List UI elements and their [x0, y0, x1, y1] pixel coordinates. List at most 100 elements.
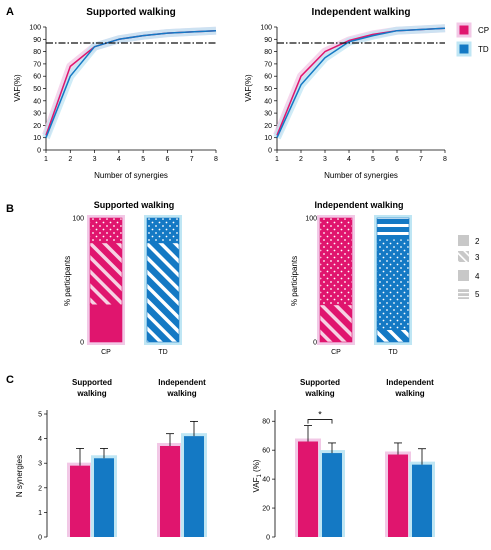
y-tick-label: 70 [33, 61, 41, 68]
y-tick-label: 4 [38, 436, 42, 443]
legend-swatch-td [456, 41, 472, 57]
bar-segment-cp-3 [319, 304, 353, 343]
x-tick-label: 1 [44, 156, 48, 163]
y-tick-label: 20 [33, 123, 41, 130]
y-axis-label-suffix: (%) [252, 459, 261, 474]
y-tick-label: 60 [33, 74, 41, 81]
y-axis-label: VAF(%) [13, 74, 22, 102]
bar-plot: 0 1 2 3 4 5 Supported walking Independent walking [38, 378, 207, 542]
legend-swatch-5 [458, 288, 469, 299]
y-tick-label: 100 [29, 25, 41, 32]
y-tick-label: 100 [72, 216, 84, 223]
panel-a-supported-chart: Supported walking VAF(%) Number of syner… [13, 7, 218, 180]
bar-segment-cp-4 [89, 217, 123, 244]
chart-title: Independent walking [314, 200, 403, 210]
panel-a-independent-chart: Independent walking VAF(%) Number of syn… [244, 7, 447, 180]
group-label: Supported [72, 378, 112, 387]
legend-label-td: TD [478, 45, 489, 54]
plot-area: 0 10 20 30 40 50 60 70 80 90 100 1 2 3 4 5 6 7 8 [260, 24, 447, 163]
y-tick-label: 50 [33, 86, 41, 93]
x-tick-label: 2 [299, 156, 303, 163]
y-tick-label: 20 [264, 123, 272, 130]
y-tick-label: 10 [33, 135, 41, 142]
y-tick-label: 50 [264, 86, 272, 93]
x-tick-label: 3 [323, 156, 327, 163]
y-tick-label: 0 [266, 535, 270, 542]
series-band-td [42, 26, 217, 140]
chart-title: Independent walking [312, 7, 411, 18]
bar-cp [70, 465, 90, 537]
bar-segment-td-5 [376, 217, 410, 240]
y-tick-label: 90 [33, 37, 41, 44]
x-tick-label: CP [331, 349, 341, 356]
series-line-td [45, 29, 217, 138]
y-tick-label: 0 [38, 535, 42, 542]
group-label: walking [166, 389, 196, 398]
x-tick-label: 6 [395, 156, 399, 163]
panel-c-vaf1-chart: VAF1 (%) 0 20 40 60 80 Supported walking Indepe… [252, 378, 435, 542]
group-label: Supported [300, 378, 340, 387]
legend-label-3: 3 [475, 253, 480, 262]
y-axis-label-sub: 1 [257, 474, 263, 478]
y-tick-label: 0 [268, 148, 272, 155]
panel-b-independent-chart: Independent walking % participants 0 100 C… [290, 200, 412, 356]
series-line-td [276, 27, 446, 139]
bar-segment-td-3 [146, 242, 180, 343]
y-tick-label: 60 [264, 74, 272, 81]
y-tick-label: 20 [262, 506, 270, 513]
legend-label-5: 5 [475, 290, 480, 299]
x-tick-label: 2 [68, 156, 72, 163]
legend-swatch-2 [458, 235, 469, 246]
y-tick-label: 30 [264, 111, 272, 118]
y-axis-label: % participants [63, 256, 72, 306]
y-tick-label: 40 [262, 477, 270, 484]
x-axis-label: Number of synergies [324, 171, 398, 180]
x-tick-label: 7 [419, 156, 423, 163]
y-axis-label: % participants [290, 256, 299, 306]
panel-label-c: C [6, 374, 14, 386]
x-tick-label: 6 [165, 156, 169, 163]
legend-label-4: 4 [475, 272, 480, 281]
y-axis-label: N synergies [15, 455, 24, 497]
y-tick-label: 3 [38, 461, 42, 468]
legend-label-cp: CP [478, 26, 489, 35]
chart-title: Supported walking [86, 7, 175, 18]
y-tick-label: 30 [33, 111, 41, 118]
y-tick-label: 0 [37, 148, 41, 155]
x-tick-label: 7 [190, 156, 194, 163]
x-tick-label: 5 [371, 156, 375, 163]
x-tick-label: 4 [347, 156, 351, 163]
bar-segment-cp-2 [89, 304, 123, 343]
y-tick-label: 0 [80, 340, 84, 347]
group-label: Independent [386, 378, 434, 387]
legend-synergy-count: 2 3 4 5 [458, 235, 480, 299]
y-tick-label: 80 [264, 49, 272, 56]
y-tick-label: 40 [264, 98, 272, 105]
plot-area: 0 10 20 30 40 50 60 70 80 90 100 1 2 3 4 5 6 7 8 [29, 25, 218, 164]
y-tick-label: 5 [38, 412, 42, 419]
y-tick-label: 100 [260, 25, 272, 32]
y-tick-label: 70 [264, 61, 272, 68]
x-tick-label: TD [388, 349, 397, 356]
y-axis-label: VAF1 (%) [252, 459, 263, 492]
y-tick-label: 10 [264, 135, 272, 142]
panel-b-supported-chart: Supported walking % participants 0 100 CP T… [63, 200, 182, 356]
x-tick-label: TD [158, 349, 167, 356]
x-tick-label: 8 [214, 156, 218, 163]
y-tick-label: 90 [264, 37, 272, 44]
x-tick-label: CP [101, 349, 111, 356]
group-label: Independent [158, 378, 206, 387]
x-tick-label: 1 [275, 156, 279, 163]
y-tick-label: 2 [38, 485, 42, 492]
legend-swatch-3 [458, 251, 469, 262]
chart-title: Supported walking [94, 200, 175, 210]
x-tick-label: 8 [443, 156, 447, 163]
y-axis-label-main: VAF [252, 477, 261, 492]
significance-marker: * [318, 410, 322, 420]
x-tick-label: 5 [141, 156, 145, 163]
stacked-bars: 0 100 CP TD [72, 215, 182, 356]
x-tick-label: 4 [117, 156, 121, 163]
significance-bracket [307, 419, 333, 424]
legend-label-2: 2 [475, 237, 480, 246]
